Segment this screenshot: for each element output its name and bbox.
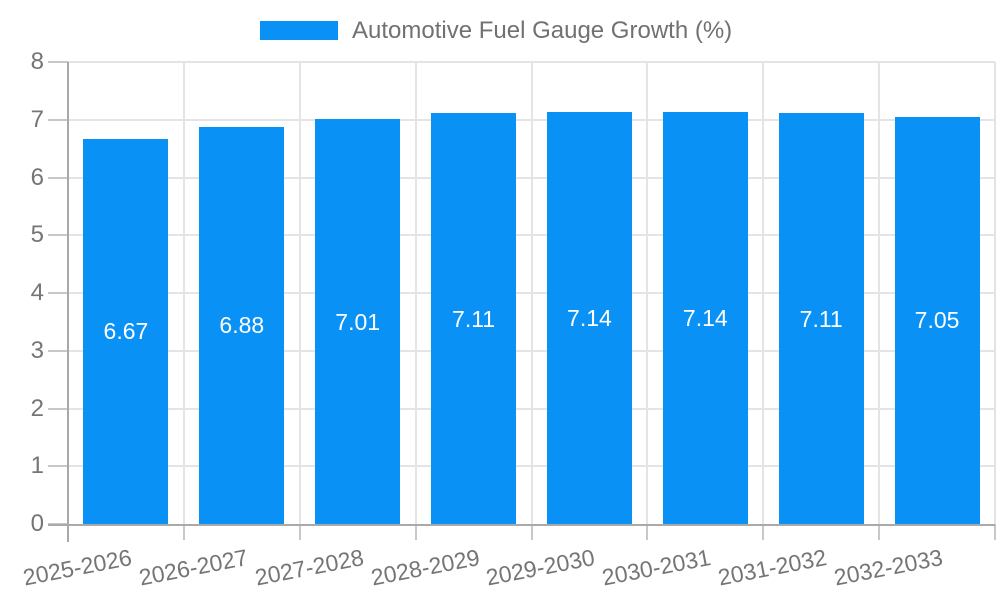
bar-2027-2028[interactable] — [315, 119, 401, 524]
x-tick — [994, 524, 996, 540]
x-tick-label: 2026-2027 — [136, 544, 250, 591]
y-tick-label: 2 — [30, 394, 44, 422]
bar-value-label: 7.14 — [682, 304, 728, 331]
y-tick — [48, 234, 68, 237]
y-tick-label: 3 — [30, 336, 44, 364]
x-gridline — [646, 62, 649, 524]
y-tick-label: 6 — [30, 163, 44, 191]
bar-value-label: 7.05 — [914, 307, 960, 334]
y-tick — [48, 61, 68, 63]
x-tick — [182, 524, 185, 540]
y-tick-label: 8 — [30, 48, 44, 75]
x-axis-line — [48, 524, 995, 526]
bar-value-label: 7.01 — [335, 308, 381, 335]
y-axis-line — [67, 62, 69, 542]
x-tick — [646, 524, 649, 540]
y-tick-label: 5 — [30, 221, 44, 249]
x-gridline — [878, 62, 881, 524]
y-tick — [48, 407, 68, 410]
bar-value-label: 7.11 — [799, 305, 843, 332]
x-tick — [414, 524, 417, 540]
x-gridline — [414, 62, 417, 524]
x-tick — [878, 524, 881, 540]
x-tick-label: 2025-2026 — [20, 544, 134, 591]
x-tick — [530, 524, 533, 540]
y-tick-label: 7 — [30, 105, 44, 133]
bar-2029-2030[interactable] — [546, 111, 632, 524]
x-tick — [762, 524, 765, 540]
x-gridline — [762, 62, 765, 524]
x-tick-label: 2029-2030 — [484, 544, 598, 591]
y-tick — [48, 465, 68, 468]
y-tick-label: 4 — [30, 279, 44, 306]
x-gridline — [182, 62, 185, 524]
y-tick — [48, 349, 68, 352]
x-tick-label: 2032-2033 — [831, 544, 945, 591]
y-tick-label: 1 — [30, 452, 44, 480]
bar-2032-2033[interactable] — [894, 116, 980, 524]
x-tick-label: 2028-2029 — [368, 544, 482, 591]
bar-2025-2026[interactable] — [83, 138, 169, 524]
bar-value-label: 7.14 — [567, 304, 612, 331]
bar-2031-2032[interactable] — [778, 113, 864, 524]
x-tick-label: 2031-2032 — [716, 544, 829, 591]
bar-2030-2031[interactable] — [662, 111, 748, 524]
bar-value-label: 6.67 — [103, 318, 149, 345]
x-tick-label: 2027-2028 — [252, 544, 366, 591]
y-tick-label: 0 — [30, 510, 44, 537]
bar-value-label: 7.11 — [452, 305, 496, 332]
x-gridline — [994, 62, 996, 524]
y-tick — [48, 118, 68, 121]
y-tick — [48, 176, 68, 179]
y-tick — [48, 292, 68, 294]
x-gridline — [298, 62, 301, 524]
x-tick-label: 2030-2031 — [600, 544, 714, 591]
bar-value-label: 6.88 — [219, 312, 265, 339]
legend-swatch — [260, 21, 338, 40]
legend-label: Automotive Fuel Gauge Growth (%) — [352, 17, 733, 44]
bar-2026-2027[interactable] — [199, 126, 285, 524]
x-tick — [298, 524, 301, 540]
bar-2028-2029[interactable] — [431, 113, 517, 524]
x-gridline — [530, 62, 533, 524]
